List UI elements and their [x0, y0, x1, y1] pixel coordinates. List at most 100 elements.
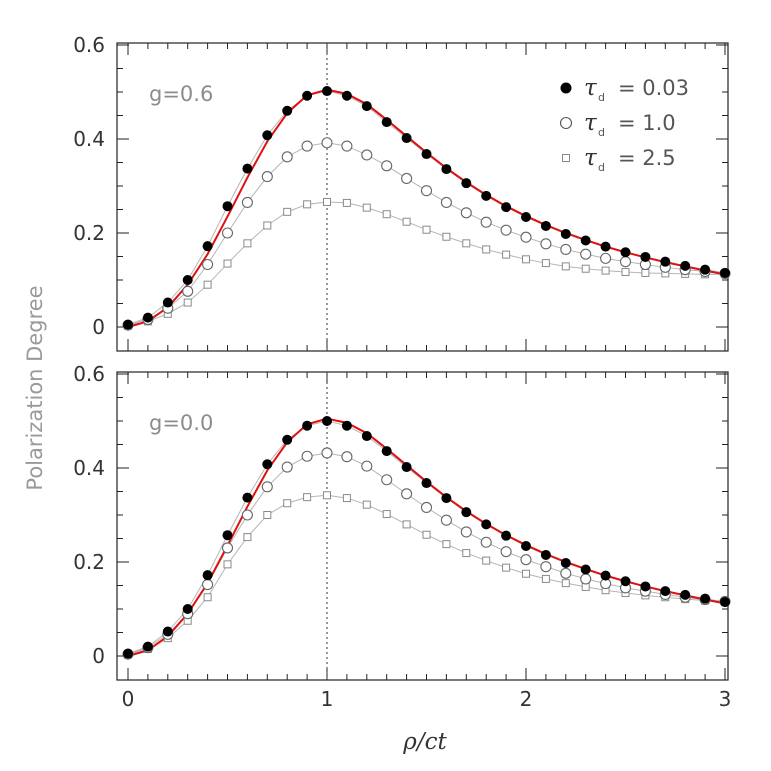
data-point-open-square: [522, 569, 530, 578]
data-point-filled-circle: [242, 492, 253, 503]
data-point-filled-circle: [202, 570, 213, 581]
data-point-open-square: [283, 499, 292, 508]
data-point-filled-circle: [700, 264, 711, 275]
data-point-filled-circle: [680, 260, 691, 271]
data-point-open-square: [263, 511, 272, 519]
data-point-filled-circle: [640, 581, 651, 592]
data-point-filled-circle: [441, 164, 452, 175]
data-point-filled-circle: [182, 604, 193, 614]
y-tick-label: 0.2: [73, 550, 105, 574]
data-point-open-circle: [221, 227, 234, 239]
data-point-open-square: [223, 259, 232, 268]
data-point-open-circle: [261, 481, 273, 493]
plot-frame: [116, 42, 729, 352]
data-point-open-circle: [182, 285, 194, 297]
data-point-open-circle: [381, 474, 393, 486]
data-point-open-circle: [241, 509, 253, 521]
data-point-open-circle: [321, 137, 333, 149]
data-point-filled-circle: [421, 478, 432, 489]
y-tick-label: 0.6: [73, 362, 105, 386]
data-point-filled-circle: [222, 201, 233, 212]
data-point-open-square: [342, 198, 351, 207]
data-point-open-circle: [341, 451, 353, 463]
legend-subscript: d: [598, 126, 605, 139]
data-point-filled-circle: [501, 530, 512, 541]
data-point-open-square: [243, 533, 252, 542]
legend-value: = 0.03: [618, 76, 689, 100]
data-point-filled-circle: [580, 564, 591, 575]
data-point-filled-circle: [620, 247, 631, 258]
data-point-open-square: [621, 268, 630, 277]
data-point-filled-circle: [262, 130, 273, 141]
x-tick-label: 2: [520, 687, 533, 711]
data-point-open-square: [422, 225, 431, 234]
data-point-open-circle: [540, 561, 552, 573]
data-point-open-circle: [361, 149, 373, 161]
data-point-open-circle: [540, 238, 552, 250]
y-tick-label: 0: [92, 315, 105, 339]
data-point-open-circle: [420, 185, 433, 197]
data-point-filled-circle: [322, 416, 332, 426]
data-point-open-circle: [500, 546, 512, 558]
data-point-open-square: [641, 268, 650, 277]
data-point-filled-circle: [162, 626, 173, 637]
data-point-filled-circle: [182, 275, 193, 285]
data-point-open-square: [243, 239, 252, 248]
data-point-open-square: [342, 494, 351, 503]
bottom-panel: 0 0.2 0.4 0.6 0 1 2 3 g=0.0: [73, 362, 731, 711]
data-point-open-circle: [401, 172, 413, 185]
data-point-filled-circle: [720, 267, 730, 278]
data-point-filled-circle: [123, 319, 133, 330]
data-point-open-square: [482, 245, 491, 254]
data-point-filled-circle: [560, 557, 571, 568]
data-point-filled-circle: [501, 202, 512, 213]
panel-label: g=0.6: [149, 82, 213, 106]
x-tick-label: 1: [321, 687, 334, 711]
data-point-open-circle: [520, 231, 532, 243]
legend-marker-open-square: [562, 154, 570, 162]
data-point-filled-circle: [302, 90, 313, 101]
data-point-open-circle: [420, 501, 433, 514]
data-point-open-square: [462, 239, 471, 248]
data-point-open-circle: [281, 461, 293, 473]
data-point-filled-circle: [302, 420, 313, 431]
data-point-open-square: [502, 250, 511, 259]
data-point-open-square: [303, 200, 312, 209]
data-point-open-square: [561, 262, 570, 271]
data-point-filled-circle: [381, 446, 392, 457]
data-point-open-square: [183, 298, 192, 307]
data-point-filled-circle: [341, 90, 352, 101]
y-tick-label: 0.2: [73, 221, 105, 245]
data-point-filled-circle: [600, 570, 611, 581]
legend-marker-filled-circle: [560, 82, 572, 94]
data-point-open-circle: [301, 450, 313, 462]
data-point-filled-circle: [461, 178, 472, 189]
data-point-open-circle: [520, 554, 532, 566]
data-point-filled-circle: [401, 133, 412, 144]
data-point-open-circle: [580, 573, 592, 585]
data-point-open-circle: [281, 151, 293, 163]
data-point-filled-circle: [361, 101, 372, 112]
legend: τ d = 0.03τ d = 1.0τ d = 2.5: [559, 75, 689, 174]
data-point-filled-circle: [262, 459, 273, 470]
data-point-open-circle: [460, 526, 472, 538]
data-point-filled-circle: [401, 462, 412, 473]
data-point-filled-circle: [580, 235, 591, 246]
data-point-open-square: [362, 203, 371, 212]
data-point-open-circle: [480, 216, 492, 228]
data-point-open-square: [442, 540, 451, 549]
data-point-filled-circle: [142, 641, 153, 652]
data-point-open-circle: [580, 248, 592, 260]
data-point-filled-circle: [481, 190, 492, 201]
data-point-filled-circle: [481, 519, 492, 530]
data-point-filled-circle: [123, 648, 133, 659]
data-point-filled-circle: [660, 256, 671, 267]
data-point-filled-circle: [540, 549, 551, 560]
legend-value: = 2.5: [618, 146, 676, 170]
data-point-open-circle: [600, 252, 612, 264]
data-point-open-circle: [619, 256, 632, 268]
top-panel: 00.20.40.6g=0.6 τ d = 0.03τ d = 1.0τ d = 2.5: [73, 33, 731, 352]
data-point-filled-circle: [202, 241, 213, 252]
legend-tau-symbol: τ: [584, 145, 598, 171]
